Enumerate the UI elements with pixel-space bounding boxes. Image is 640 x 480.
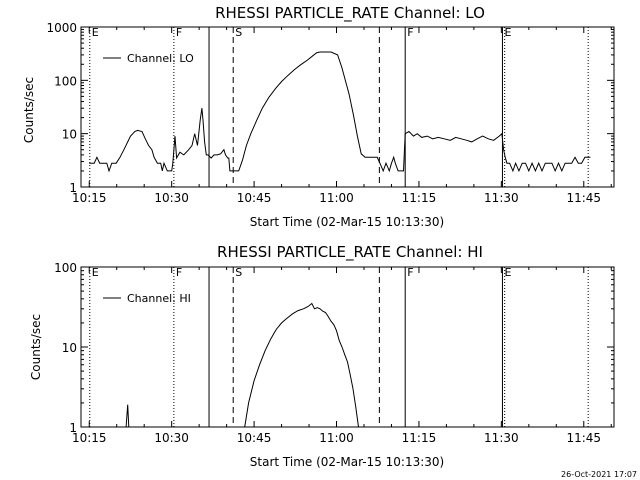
marker-label: E [92,26,99,39]
x-tick-label: 10:30 [154,431,189,445]
marker-label: E [504,26,511,39]
x-tick-label: 11:15 [402,431,437,445]
series-line [125,404,130,428]
marker-label: S [235,266,242,279]
x-tick-label: 11:30 [484,431,519,445]
series-line [89,51,591,173]
marker-label: S [235,26,242,39]
y-tick-label: 1 [69,421,77,435]
legend-label: Channel: LO [127,52,194,65]
x-tick-label: 11:45 [566,191,601,205]
x-tick-label: 10:15 [72,431,107,445]
marker-label: F [176,266,182,279]
marker-label: F [407,26,413,39]
y-tick-label: 100 [54,261,77,275]
x-tick-label: 11:00 [319,431,354,445]
y-tick-label: 1000 [46,21,77,35]
footer-timestamp: 26-Oct-2021 17:07 [561,470,637,479]
x-tick-label: 11:00 [319,191,354,205]
marker-label: F [407,266,413,279]
series-line [244,302,359,428]
x-axis-label: Start Time (02-Mar-15 10:13:30) [250,455,444,469]
x-tick-label: 10:45 [237,431,272,445]
panel-hi: RHESSI PARTICLE_RATE Channel: HI Counts/… [29,243,615,469]
y-axis-label: Counts/sec [29,314,43,380]
x-tick-label: 11:30 [484,191,519,205]
x-axis-label: Start Time (02-Mar-15 10:13:30) [250,215,444,229]
y-tick-label: 10 [62,128,77,142]
x-tick-label: 11:15 [402,191,437,205]
y-axis-label: Counts/sec [22,77,36,143]
y-tick-label: 1 [69,181,77,195]
chart-title: RHESSI PARTICLE_RATE Channel: HI [217,243,483,262]
chart-title: RHESSI PARTICLE_RATE Channel: LO [215,4,485,23]
plot-area: 10:15 10:30 10:45 11:00 11:15 11:30 11:45 1 10 10… [54,261,615,445]
x-tick-label: 10:15 [72,191,107,205]
marker-label: F [176,26,182,39]
panel-lo: RHESSI PARTICLE_RATE Channel: LO Counts/… [22,4,615,229]
y-tick-label: 10 [62,341,77,355]
x-tick-label: 10:45 [237,191,272,205]
marker-label: E [504,266,511,279]
plot-area: 10:15 10:30 10:45 11:00 11:15 11:30 11:45 1 10 10… [46,21,615,205]
x-tick-label: 11:45 [566,431,601,445]
y-tick-label: 100 [54,74,77,88]
legend-label: Channel: HI [127,292,191,305]
x-tick-label: 10:30 [154,191,189,205]
marker-label: E [92,266,99,279]
plot-frame [80,266,615,428]
plot-frame [80,26,615,188]
